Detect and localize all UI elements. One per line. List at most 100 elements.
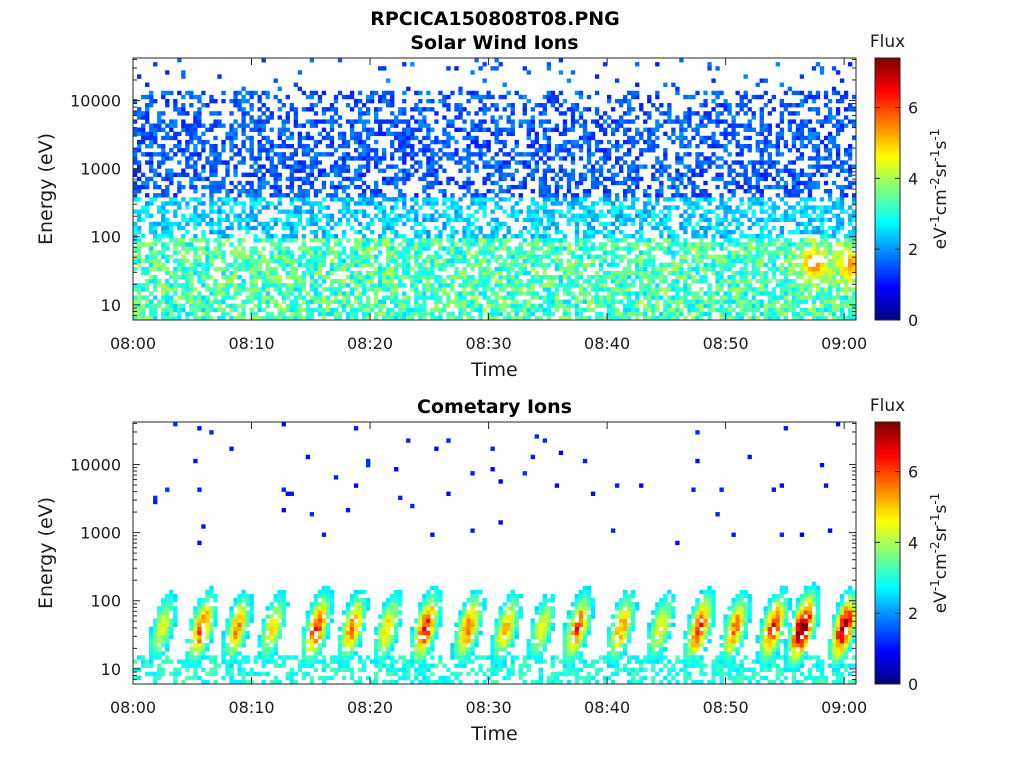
spectrogram-cell (265, 262, 270, 268)
spectrogram-cell (442, 287, 447, 292)
spectrogram-cell (474, 201, 479, 206)
spectrogram-cell (675, 303, 680, 309)
spectrogram-cell (333, 160, 339, 165)
spectrogram-cell (727, 103, 732, 108)
spectrogram-cell (578, 135, 584, 141)
spectrogram-cell (494, 270, 499, 276)
spectrogram-cell (285, 127, 290, 132)
spectrogram-cell (598, 311, 604, 317)
spectrogram-cell (610, 143, 616, 149)
spectrogram-cell (402, 119, 407, 124)
spectrogram-cell (213, 148, 218, 153)
spectrogram-cell (731, 279, 736, 284)
spectrogram-cell (237, 213, 242, 218)
spectrogram-cell (181, 127, 186, 132)
spectrogram-cell (414, 135, 419, 141)
spectrogram-cell (402, 299, 407, 304)
spectrogram-cell (582, 250, 588, 255)
spectrogram-cell (474, 303, 479, 309)
spectrogram-cell (181, 303, 186, 309)
spectrogram-cell (173, 123, 178, 128)
spectrogram-cell (277, 127, 282, 132)
spectrogram-cell (293, 287, 298, 292)
spectrogram-cell (494, 234, 499, 239)
spectrogram-cell (679, 246, 684, 251)
spectrogram-cell (205, 176, 210, 182)
spectrogram-cell (149, 291, 154, 296)
spectrogram-cell (261, 229, 266, 235)
spectrogram-cell (201, 123, 206, 128)
spectrogram-cell (297, 283, 302, 288)
spectrogram-cell (598, 180, 604, 186)
spectrogram-cell (627, 295, 632, 300)
spectrogram-cell (374, 111, 379, 116)
spectrogram-cell (715, 205, 720, 210)
spectrogram-cell (735, 295, 740, 300)
spectrogram-cell (619, 221, 624, 227)
spectrogram-cell (570, 266, 576, 272)
spectrogram-cell (273, 221, 278, 227)
spectrogram-cell (374, 152, 379, 157)
spectrogram-cell (582, 229, 588, 235)
spectrogram-cell (197, 295, 202, 300)
spectrogram-cell (514, 270, 519, 276)
spectrogram-cell (623, 127, 628, 132)
spectrogram-cell (285, 270, 290, 276)
spectrogram-cell (365, 225, 371, 231)
spectrogram-cell (137, 291, 142, 296)
spectrogram-cell (558, 143, 564, 149)
spectrogram-cell (205, 283, 210, 288)
spectrogram-cell (466, 299, 471, 304)
spectrogram-cell (522, 119, 527, 124)
spectrogram-cell (606, 234, 612, 239)
spectrogram-cell (602, 160, 608, 165)
spectrogram-cell (193, 127, 198, 132)
spectrogram-cell (586, 209, 592, 214)
spectrogram-cell (281, 139, 286, 145)
spectrogram-cell (442, 307, 447, 313)
spectrogram-cell (522, 315, 527, 321)
spectrogram-cell (546, 94, 552, 100)
spectrogram-cell (623, 98, 628, 104)
spectrogram-cell (687, 270, 692, 276)
spectrogram-cell (365, 246, 371, 251)
spectrogram-cell (418, 164, 423, 169)
spectrogram-cell (711, 258, 716, 263)
spectrogram-cell (277, 291, 282, 296)
spectrogram-cell (402, 283, 407, 288)
spectrogram-cell (530, 213, 535, 218)
spectrogram-cell (466, 217, 471, 223)
spectrogram-cell (297, 287, 302, 292)
spectrogram-cell (442, 115, 447, 120)
spectrogram-cell (281, 291, 286, 296)
spectrogram-cell (374, 287, 379, 292)
spectrogram-cell (149, 98, 154, 104)
spectrogram-cell (177, 58, 182, 63)
spectrogram-cell (574, 303, 580, 309)
spectrogram-cell (598, 168, 604, 173)
spectrogram-cell (667, 119, 672, 124)
spectrogram-cell (414, 152, 419, 157)
spectrogram-cell (402, 311, 407, 317)
spectrogram-cell (277, 250, 282, 255)
spectrogram-cell (430, 266, 435, 272)
spectrogram-cell (161, 90, 166, 96)
spectrogram-cell (205, 156, 210, 161)
spectrogram-cell (365, 156, 371, 161)
spectrogram-cell (325, 274, 331, 280)
spectrogram-cell (374, 115, 379, 120)
spectrogram-cell (197, 123, 202, 128)
spectrogram-cell (731, 193, 736, 198)
spectrogram-cell (538, 258, 543, 263)
spectrogram-cell (297, 303, 302, 309)
spectrogram-cell (193, 189, 198, 194)
spectrogram-cell (590, 176, 596, 182)
spectrogram-cell (683, 164, 688, 169)
spectrogram-cell (398, 279, 403, 284)
spectrogram-cell (570, 123, 576, 128)
spectrogram-cell (450, 238, 455, 243)
spectrogram-cell (418, 254, 423, 259)
spectrogram-cell (711, 266, 716, 272)
spectrogram-cell (297, 189, 302, 194)
spectrogram-cell (426, 127, 431, 132)
